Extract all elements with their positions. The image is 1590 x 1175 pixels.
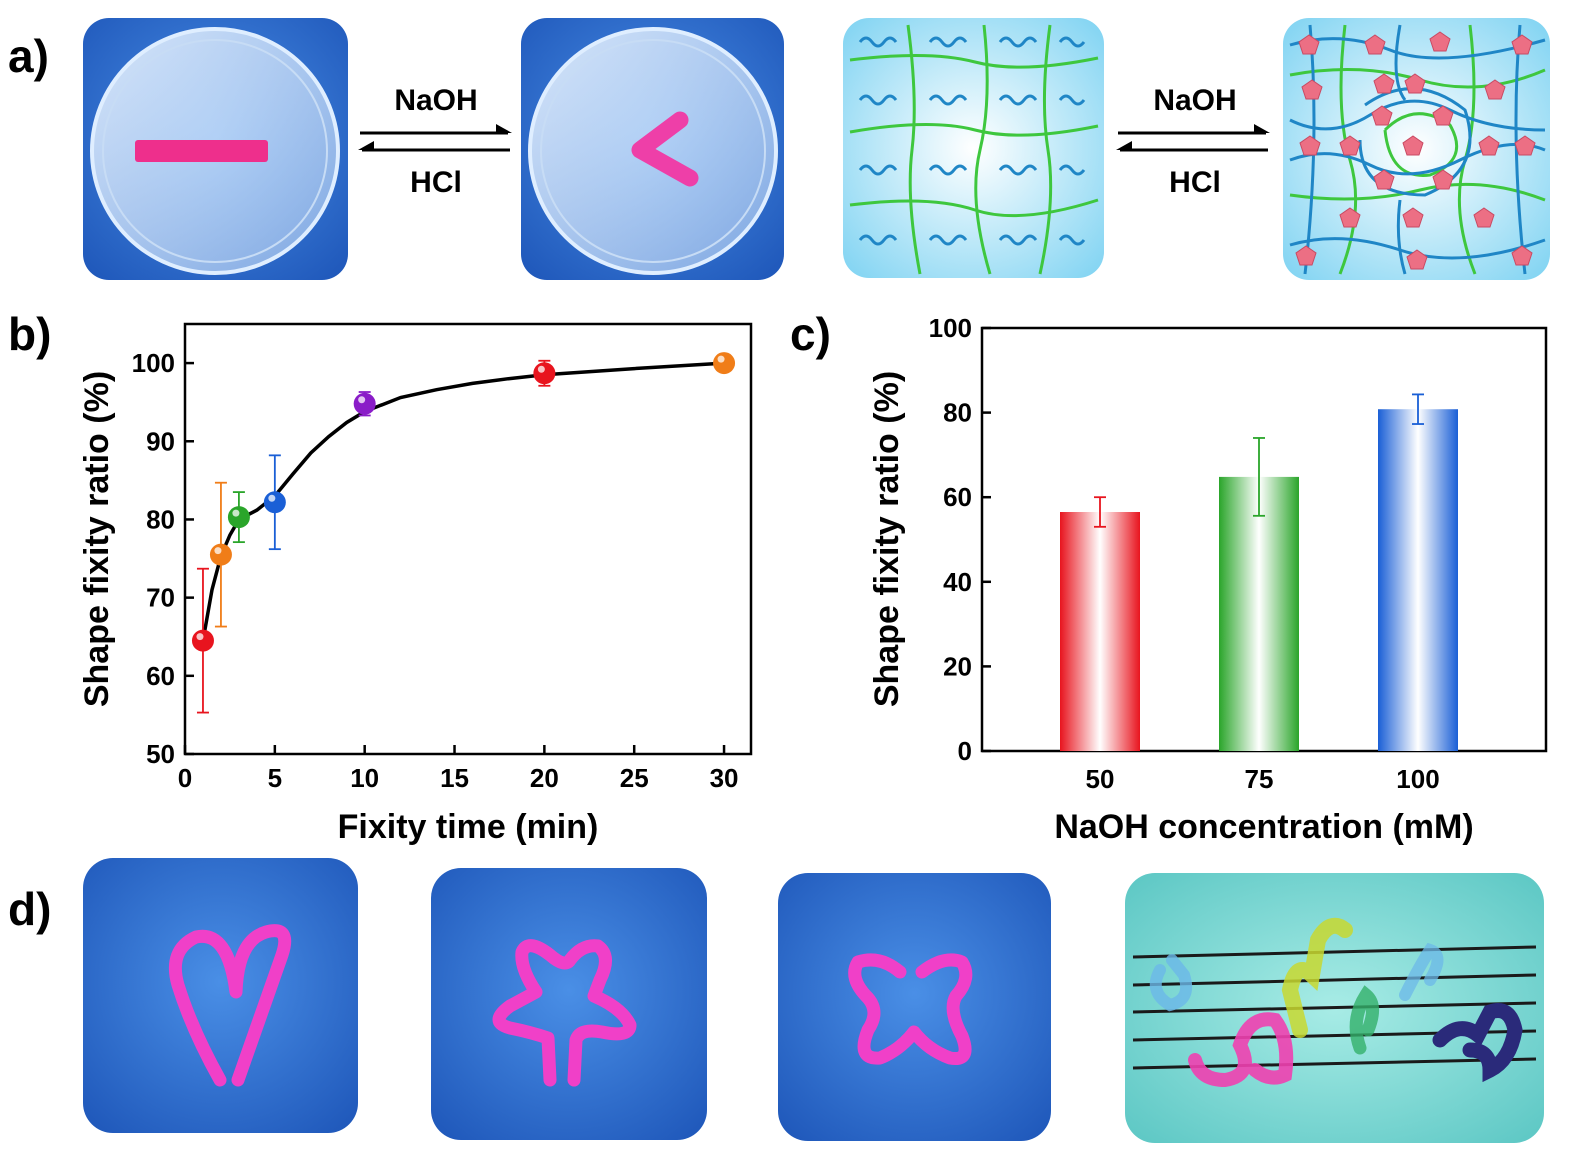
chart-b-y-tick-label: 70 <box>146 583 175 613</box>
chart-b-data-point <box>227 506 250 529</box>
chart-b-point-highlight <box>358 396 366 404</box>
chart-b-data-point <box>191 629 214 652</box>
panel-label-c: c) <box>790 308 831 360</box>
chart-b-x-tick-label: 20 <box>530 763 559 793</box>
chart-b-x-tick-label: 15 <box>440 763 469 793</box>
chart-c-x-axis-title: NaOH concentration (mM) <box>1054 808 1473 846</box>
chart-b-y-tick-label: 60 <box>146 661 175 691</box>
chart-b-x-axis-title: Fixity time (min) <box>338 808 599 846</box>
photo-straight-gel <box>83 18 348 280</box>
chart-b-data-point <box>713 352 736 375</box>
network-schematic-after <box>1283 18 1550 280</box>
chart-b-point-highlight <box>537 365 545 373</box>
photo-star-shape <box>431 868 707 1140</box>
chart-b-point-highlight <box>717 355 725 363</box>
photo-cross-shape <box>778 873 1051 1141</box>
chart-b-x-tick-label: 10 <box>350 763 379 793</box>
reagent-hcl-2: HCl <box>1169 166 1221 199</box>
chart-c-y-tick-label: 100 <box>929 313 972 343</box>
photo-heart-shape <box>83 858 358 1133</box>
chart-b-data-point <box>353 392 376 415</box>
chart-b-point-highlight <box>268 494 276 502</box>
chart-b-y-tick-label: 90 <box>146 426 175 456</box>
network-schematic-before <box>843 18 1104 278</box>
panel-label-a: a) <box>8 30 49 82</box>
chart-c-y-tick-label: 60 <box>943 482 972 512</box>
chart-c-y-tick-label: 80 <box>943 398 972 428</box>
chart-b-frame <box>183 322 753 756</box>
chart-b-x-tick-label: 0 <box>178 763 192 793</box>
chart-b-fit-curve <box>201 361 725 641</box>
chart-b-y-tick-label: 100 <box>132 348 175 378</box>
panel-label-d: d) <box>8 883 51 935</box>
photo-music-notes <box>1125 873 1544 1143</box>
naoh-concentration-chart: NaOH concentration (mM) Shape fixity rat… <box>868 313 1548 846</box>
chart-b-data-point <box>209 543 232 566</box>
chart-b-y-tick-label: 80 <box>146 504 175 534</box>
chart-c-y-tick-label: 20 <box>943 651 972 681</box>
chart-b-x-tick-label: 25 <box>620 763 649 793</box>
chart-c-x-tick-label: 100 <box>1396 764 1439 794</box>
chart-b-x-tick-label: 5 <box>268 763 282 793</box>
chart-b-point-highlight <box>232 509 240 517</box>
chart-b-point-highlight <box>214 547 222 555</box>
chart-c-x-tick-label: 50 <box>1086 764 1115 794</box>
chart-b-y-axis-title: Shape fixity ratio (%) <box>78 371 116 707</box>
chart-b-point-highlight <box>196 633 204 641</box>
reagent-naoh-1: NaOH <box>394 84 477 117</box>
chart-c-x-tick-label: 75 <box>1245 764 1274 794</box>
chart-b-x-tick-label: 30 <box>710 763 739 793</box>
chart-c-y-axis-title: Shape fixity ratio (%) <box>868 371 906 707</box>
reversible-arrow-1 <box>358 124 512 152</box>
chart-c-y-tick-label: 40 <box>943 567 972 597</box>
chart-b-data-point <box>263 491 286 514</box>
panel-label-b: b) <box>8 308 51 360</box>
reagent-naoh-2: NaOH <box>1153 84 1236 117</box>
chart-b-y-tick-label: 50 <box>146 739 175 769</box>
chart-c-y-tick-label: 0 <box>958 736 972 766</box>
photo-bent-gel <box>521 18 784 280</box>
chart-c-bar <box>1378 409 1458 751</box>
chart-c-bar <box>1060 512 1140 751</box>
chart-b-data-point <box>533 362 556 385</box>
reagent-hcl-1: HCl <box>410 166 462 199</box>
chart-c-bar <box>1219 476 1299 751</box>
fixity-time-chart: Fixity time (min) Shape fixity ratio (%)… <box>78 322 753 846</box>
reversible-arrow-2 <box>1116 124 1270 152</box>
